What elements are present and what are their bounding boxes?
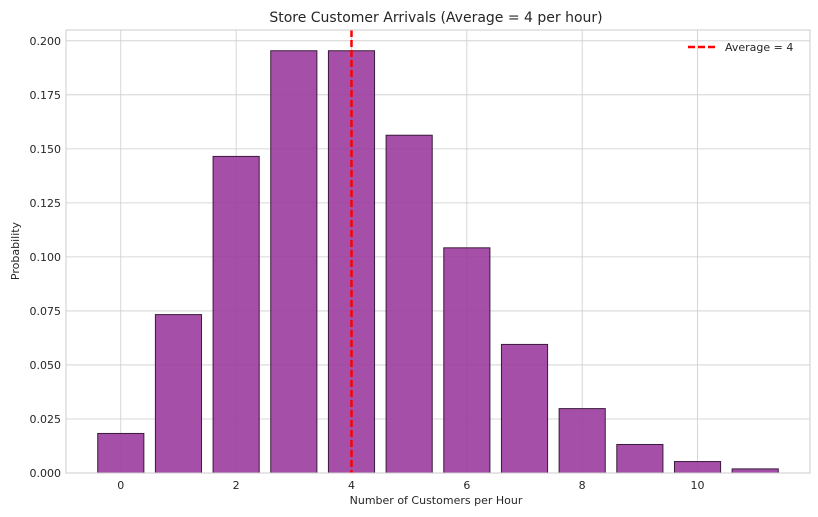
y-axis-label: Probability: [9, 221, 22, 280]
y-tick-label: 0.150: [30, 143, 62, 156]
bar-9: [616, 443, 664, 474]
bar-5: [385, 134, 433, 474]
x-tick-label: 2: [233, 479, 240, 492]
y-tick-label: 0.100: [30, 251, 62, 264]
bar-1: [154, 314, 203, 474]
bar-10: [673, 461, 722, 474]
legend: Average = 4: [688, 41, 793, 54]
bar-7: [500, 343, 549, 474]
y-tick-label: 0.000: [30, 467, 62, 480]
bar-3: [270, 50, 318, 474]
chart-title: Store Customer Arrivals (Average = 4 per…: [269, 10, 602, 26]
x-axis-label: Number of Customers per Hour: [350, 494, 523, 507]
x-tick-label: 4: [348, 479, 355, 492]
bar-8: [558, 408, 606, 474]
bars: [97, 50, 779, 474]
plot-frame: [65, 29, 811, 474]
x-tick-label: 10: [691, 479, 705, 492]
y-tick-label: 0.050: [30, 359, 62, 372]
y-tick-label: 0.200: [30, 35, 62, 48]
x-tick-label: 0: [117, 479, 124, 492]
x-tick-label: 8: [579, 479, 586, 492]
legend-label-average: Average = 4: [725, 41, 793, 54]
plot-area: [65, 29, 811, 474]
bar-11: [731, 468, 779, 474]
y-tick-label: 0.175: [30, 89, 62, 102]
y-tick-label: 0.075: [30, 305, 62, 318]
x-tick-label: 6: [463, 479, 470, 492]
bar-2: [212, 155, 260, 474]
bar-6: [443, 247, 491, 474]
y-axis-ticks: 0.000 0.025 0.050 0.075 0.100 0.125 0.150 0.175…: [30, 35, 62, 480]
x-axis-ticks: 0 2 4 6 8 10: [117, 479, 704, 492]
y-tick-label: 0.025: [30, 413, 62, 426]
bar-0: [97, 432, 145, 474]
y-tick-label: 0.125: [30, 197, 62, 210]
